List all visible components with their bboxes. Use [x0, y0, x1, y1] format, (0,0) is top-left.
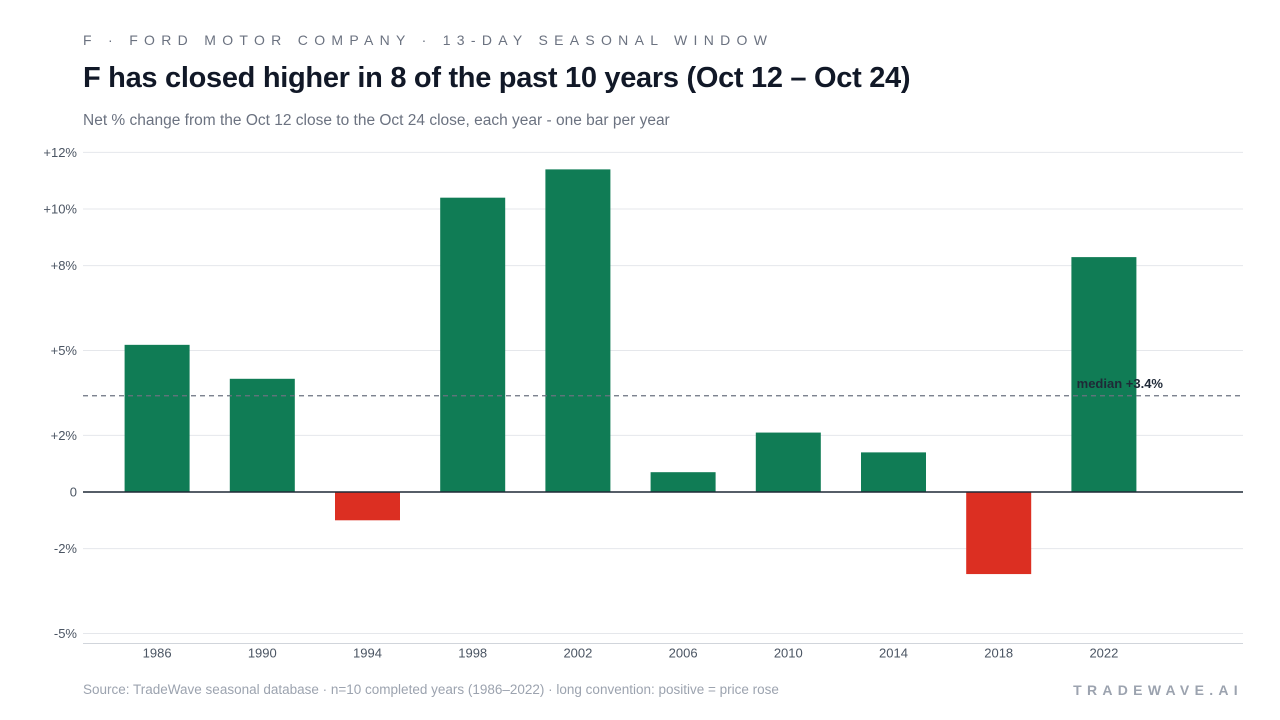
bar-2022: [1071, 257, 1137, 492]
chart-kicker: F · FORD MOTOR COMPANY · 13-DAY SEASONAL…: [83, 32, 774, 48]
x-tick-label: 2018: [984, 646, 1013, 661]
x-tick-label: 2014: [879, 646, 908, 661]
chart-subtitle: Net % change from the Oct 12 close to th…: [83, 112, 670, 129]
bar-2006: [650, 472, 716, 492]
x-tick-label: 1990: [248, 646, 277, 661]
x-tick-label: 2010: [774, 646, 803, 661]
bar-1998: [440, 197, 506, 492]
bar-1986: [124, 344, 190, 492]
bar-1994: [335, 492, 400, 521]
bar-2014: [861, 452, 926, 492]
bar-2002: [545, 169, 611, 492]
y-tick-label: +12%: [43, 145, 77, 160]
y-tick-label: +8%: [51, 258, 78, 273]
x-tick-label: 2022: [1089, 646, 1118, 661]
bar-2010: [755, 432, 821, 492]
x-tick-label: 2002: [563, 646, 592, 661]
y-tick-label: +5%: [51, 343, 78, 358]
x-tick-label: 2006: [669, 646, 698, 661]
brand-logo-text: TRADEWAVE.AI: [1073, 682, 1243, 698]
bar-1990: [229, 378, 295, 492]
y-tick-label: +10%: [43, 202, 77, 217]
y-tick-label: -5%: [54, 626, 78, 641]
source-note: Source: TradeWave seasonal database · n=…: [83, 682, 779, 697]
y-tick-label: +2%: [51, 428, 78, 443]
x-tick-label: 1994: [353, 646, 382, 661]
x-tick-label: 1986: [143, 646, 172, 661]
x-tick-label: 1998: [458, 646, 487, 661]
chart-title: F has closed higher in 8 of the past 10 …: [83, 62, 911, 94]
y-tick-label: 0: [70, 485, 77, 500]
bar-2018: [966, 492, 1032, 575]
median-label: median +3.4%: [1077, 376, 1164, 391]
y-tick-label: -2%: [54, 541, 78, 556]
